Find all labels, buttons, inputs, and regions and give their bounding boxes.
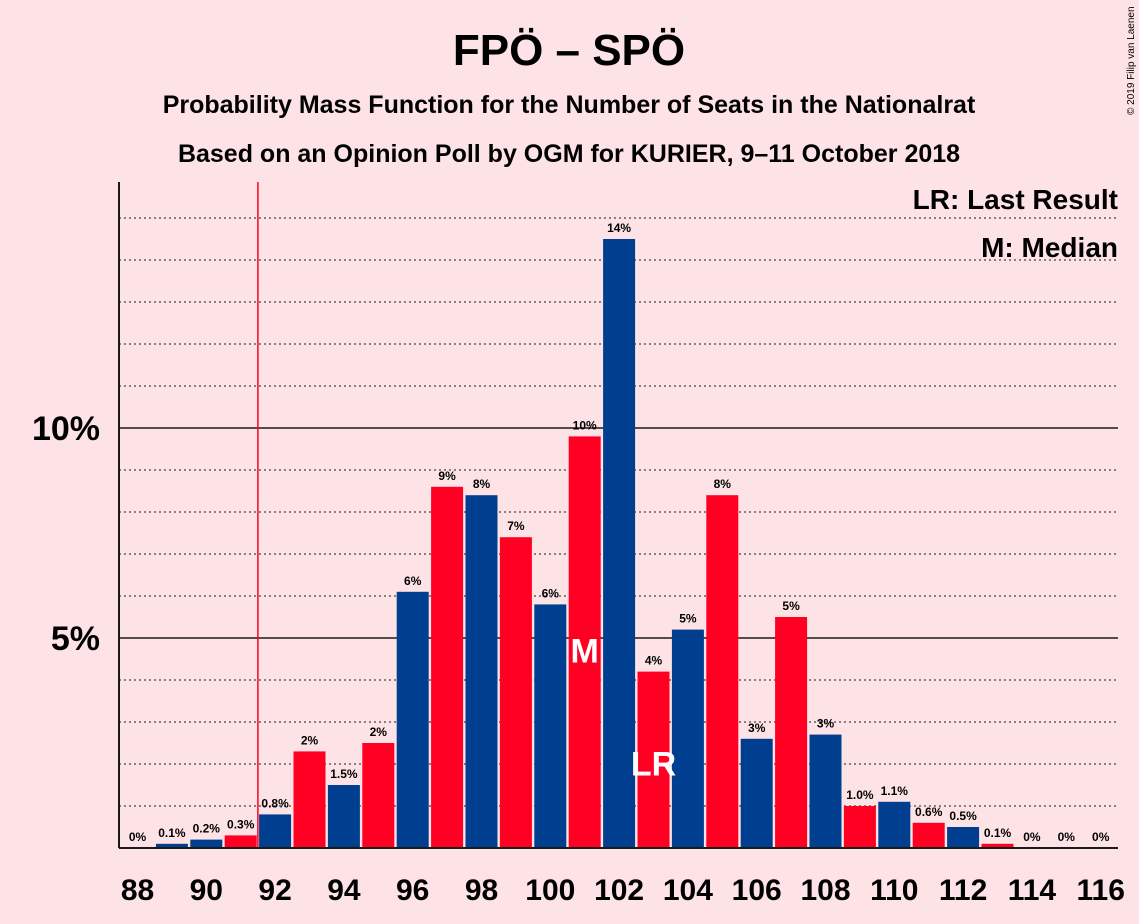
data-label-seat-104: 5% [679, 612, 697, 626]
data-label-seat-88: 0% [129, 830, 147, 844]
bar-seat-110 [878, 801, 911, 848]
data-label-seat-111: 0.6% [915, 805, 943, 819]
bar-seat-106 [740, 738, 773, 848]
bar-seat-105 [706, 495, 739, 848]
bar-seat-91 [224, 835, 257, 848]
x-tick-label: 98 [465, 874, 498, 907]
y-tick-label: 10% [32, 410, 100, 448]
bar-seat-92 [259, 814, 292, 848]
bar-seat-95 [362, 743, 395, 848]
bar-seat-108 [809, 734, 842, 848]
chart-subtitle-2: Based on an Opinion Poll by OGM for KURI… [178, 140, 960, 168]
x-tick-label: 100 [525, 874, 575, 907]
bar-seat-94 [327, 785, 360, 848]
data-label-seat-107: 5% [782, 599, 800, 613]
bar-seat-112 [947, 827, 980, 848]
data-labels: 0% 0.1% 0.2% 0.3% 0.8% 2% 1.5% 2% 6% 9% 8% 7% 6% 10% 1… [129, 221, 1110, 844]
data-label-seat-95: 2% [370, 725, 388, 739]
data-label-seat-102: 14% [607, 221, 631, 235]
median-marker: M [571, 632, 599, 670]
x-tick-label: 106 [732, 874, 782, 907]
data-label-seat-105: 8% [714, 477, 732, 491]
legend-median: M: Median [981, 232, 1118, 263]
data-label-seat-99: 7% [507, 519, 525, 533]
y-axis-ticks: 5% 10% [32, 410, 100, 658]
x-tick-label: 114 [1008, 874, 1057, 907]
bars [155, 239, 1014, 848]
data-label-seat-94: 1.5% [330, 767, 358, 781]
bar-seat-100 [534, 604, 567, 848]
bar-seat-96 [396, 591, 429, 848]
bar-seat-99 [499, 537, 532, 848]
data-label-seat-115: 0% [1058, 830, 1076, 844]
bar-seat-101 [568, 436, 601, 848]
last-result-marker: LR [631, 745, 676, 783]
bar-seat-109 [843, 806, 876, 848]
copyright-note: © 2019 Filip van Laenen [1126, 6, 1137, 115]
data-label-seat-89: 0.1% [158, 826, 186, 840]
gridlines [119, 217, 1118, 807]
data-label-seat-106: 3% [748, 721, 766, 735]
x-tick-label: 102 [594, 874, 644, 907]
x-tick-label: 88 [121, 874, 154, 907]
x-tick-label: 96 [396, 874, 429, 907]
bar-seat-90 [190, 839, 223, 848]
bar-seat-113 [981, 843, 1014, 848]
data-label-seat-110: 1.1% [881, 784, 909, 798]
bar-seat-107 [775, 617, 808, 848]
x-axis-ticks: 88 90 92 94 96 98 100 102 104 106 108 110 112 114 116 [121, 874, 1125, 907]
bar-seat-93 [293, 751, 326, 848]
y-tick-label: 5% [51, 620, 100, 658]
bar-seat-103 [637, 671, 670, 848]
bar-seat-89 [155, 843, 188, 848]
data-label-seat-97: 9% [438, 469, 456, 483]
legend-last-result: LR: Last Result [913, 184, 1118, 215]
data-label-seat-91: 0.3% [227, 817, 255, 831]
x-tick-label: 112 [939, 874, 987, 907]
x-tick-label: 116 [1076, 874, 1124, 907]
bar-seat-97 [431, 486, 464, 848]
x-tick-label: 92 [258, 874, 291, 907]
data-label-seat-109: 1.0% [846, 788, 874, 802]
data-label-seat-116: 0% [1092, 830, 1110, 844]
data-label-seat-90: 0.2% [193, 822, 221, 836]
x-tick-label: 108 [800, 874, 850, 907]
data-label-seat-114: 0% [1023, 830, 1041, 844]
data-label-seat-112: 0.5% [949, 809, 977, 823]
chart-subtitle-1: Probability Mass Function for the Number… [163, 91, 976, 119]
bar-seat-111 [912, 822, 945, 848]
bar-seat-98 [465, 495, 498, 848]
data-label-seat-98: 8% [473, 477, 491, 491]
bar-seat-104 [671, 629, 704, 848]
data-label-seat-92: 0.8% [261, 796, 289, 810]
data-label-seat-101: 10% [573, 418, 597, 432]
data-label-seat-108: 3% [817, 717, 835, 731]
data-label-seat-103: 4% [645, 654, 663, 668]
x-tick-label: 104 [663, 874, 713, 907]
bar-seat-102 [603, 239, 636, 848]
data-label-seat-113: 0.1% [984, 826, 1012, 840]
data-label-seat-96: 6% [404, 574, 422, 588]
data-label-seat-93: 2% [301, 733, 319, 747]
x-tick-label: 110 [870, 874, 918, 907]
x-tick-label: 90 [190, 874, 223, 907]
data-label-seat-100: 6% [542, 586, 560, 600]
chart-title: FPÖ – SPÖ [453, 26, 685, 75]
x-tick-label: 94 [327, 874, 361, 907]
